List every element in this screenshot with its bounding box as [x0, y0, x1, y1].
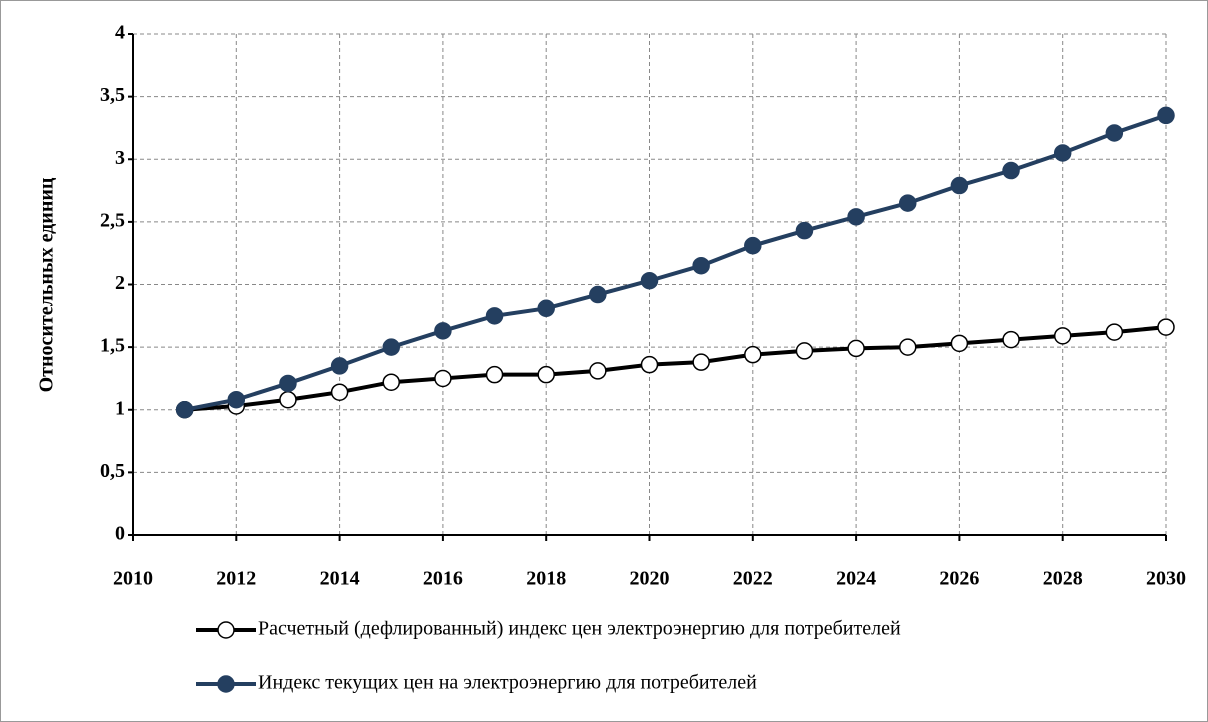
- point: [537, 365, 555, 384]
- x-tick-label: 2010: [113, 568, 153, 590]
- point: [589, 285, 607, 304]
- x-tick-label: 2014: [320, 568, 360, 590]
- point: [485, 307, 504, 325]
- legend-marker: [217, 675, 235, 693]
- point: [744, 345, 762, 364]
- x-tick-label: 2022: [733, 568, 773, 590]
- point: [795, 221, 814, 240]
- y-tick-label: 0,5: [100, 460, 125, 482]
- x-tick-label: 2030: [1146, 568, 1186, 590]
- x-tick-label: 2028: [1043, 568, 1083, 590]
- point: [485, 365, 504, 384]
- point: [1002, 161, 1020, 180]
- point: [227, 390, 246, 409]
- point: [1105, 323, 1124, 341]
- x-tick-label: 2012: [216, 568, 256, 590]
- y-tick-label: 3: [115, 147, 125, 169]
- point: [1053, 144, 1072, 162]
- y-tick-label: 2,5: [100, 209, 125, 231]
- point: [847, 208, 865, 226]
- point: [640, 355, 659, 374]
- point: [899, 338, 917, 356]
- point: [434, 322, 452, 340]
- point: [382, 373, 400, 391]
- point: [950, 334, 969, 353]
- series-line: [184, 113, 1167, 412]
- point: [744, 236, 762, 255]
- legend-label: Расчетный (дефлированный) индекс цен эле…: [258, 618, 901, 640]
- point: [175, 401, 194, 419]
- y-tick-label: 2: [115, 272, 125, 294]
- point: [1157, 318, 1175, 336]
- point: [1105, 124, 1124, 142]
- x-tick-label: 2024: [836, 568, 876, 590]
- point: [692, 353, 710, 371]
- point: [434, 369, 452, 388]
- point: [1002, 330, 1020, 349]
- point: [1157, 106, 1175, 125]
- legend-label: Индекс текущих цен на электроэнергию для…: [258, 672, 757, 694]
- point: [279, 390, 297, 409]
- point: [640, 271, 659, 290]
- y-tick-label: 4: [115, 22, 125, 44]
- x-tick-label: 2016: [423, 568, 463, 590]
- legend-marker: [217, 621, 235, 639]
- point: [847, 339, 865, 358]
- point: [950, 176, 969, 195]
- point: [795, 342, 814, 360]
- y-tick-label: 3,5: [100, 84, 125, 106]
- x-tick-label: 2018: [526, 568, 566, 590]
- y-axis-label: Относительных единиц: [36, 177, 58, 392]
- point: [589, 362, 607, 380]
- point: [537, 299, 555, 318]
- x-tick-label: 2020: [630, 568, 670, 590]
- point: [279, 374, 297, 393]
- point: [899, 194, 917, 212]
- point: [330, 357, 349, 375]
- x-tick-label: 2026: [939, 568, 979, 590]
- point: [1053, 327, 1072, 345]
- point: [330, 383, 349, 401]
- y-tick-label: 1,5: [100, 335, 125, 357]
- point: [382, 338, 400, 356]
- y-tick-label: 1: [115, 397, 125, 419]
- point: [692, 256, 710, 275]
- y-tick-label: 0: [115, 523, 125, 545]
